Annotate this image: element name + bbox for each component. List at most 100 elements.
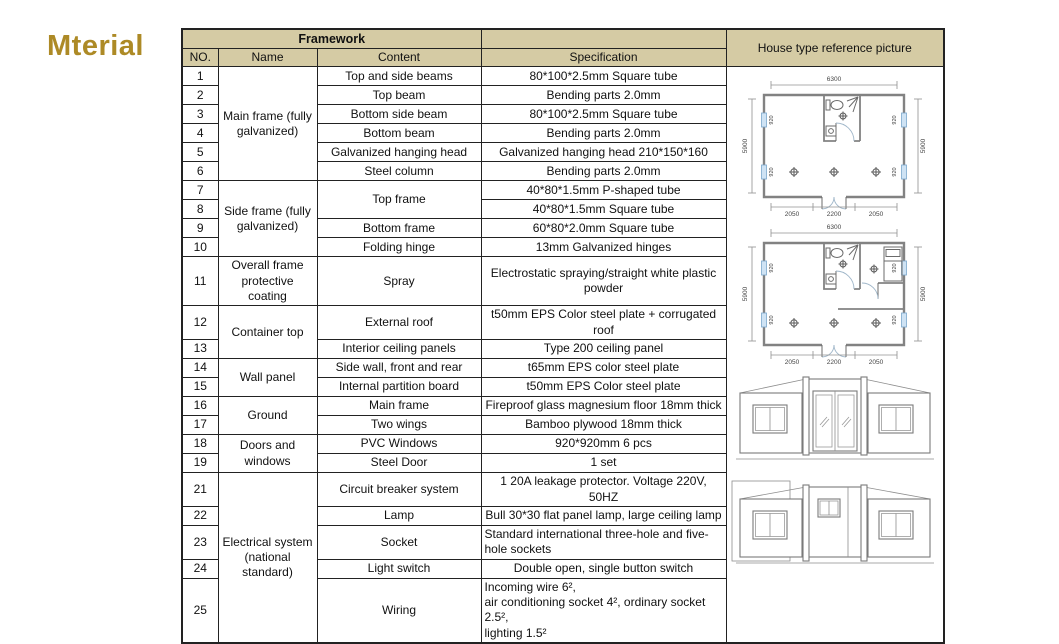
dimension-label: 5900 — [742, 139, 749, 154]
row-no: 4 — [181, 123, 219, 144]
shower-icon — [846, 96, 859, 113]
dimension-label: 2050 — [785, 359, 800, 365]
row-no: 13 — [181, 339, 219, 360]
spec-cell: Fireproof glass magnesium floor 18mm thi… — [480, 396, 727, 417]
row-no: 9 — [181, 218, 219, 239]
content-cell: Bottom side beam — [316, 104, 482, 125]
row-no: 16 — [181, 396, 219, 417]
window-marker: 920 920 920 920 — [760, 112, 907, 180]
content-cell: Spray — [316, 256, 482, 307]
spec-table: Framework House type reference picture N… — [181, 28, 945, 644]
col-header-no: NO. — [181, 47, 219, 68]
content-cell: Light switch — [316, 558, 482, 579]
lamp-symbol — [838, 259, 848, 269]
content-cell: External roof — [316, 305, 482, 341]
col-header-spec: Specification — [480, 47, 727, 68]
spec-cell: t50mm EPS Color steel plate — [480, 377, 727, 398]
row-no: 11 — [181, 256, 219, 307]
table-row: 2 Top beam Bending parts 2.0mm — [181, 85, 944, 106]
spec-cell: 920*920mm 6 pcs — [480, 434, 727, 455]
spec-cell: Standard international three-hole and fi… — [480, 524, 727, 560]
lamp-symbol — [870, 318, 881, 329]
reference-header: House type reference picture — [725, 28, 945, 68]
content-cell: Internal partition board — [316, 377, 482, 398]
row-no: 19 — [181, 453, 219, 474]
spec-cell: t50mm EPS Color steel plate + corrugated… — [480, 305, 727, 341]
double-glass-door — [812, 390, 858, 452]
spec-cell: 40*80*1.5mm P-shaped tube — [480, 180, 727, 201]
spec-cell: Bending parts 2.0mm — [480, 161, 727, 182]
dimension-label: 2050 — [869, 359, 884, 365]
lamp-symbol — [838, 111, 848, 121]
corner-post — [802, 376, 810, 456]
row-no: 12 — [181, 305, 219, 341]
content-cell: Bottom frame — [316, 218, 482, 239]
content-cell: Folding hinge — [316, 237, 482, 258]
dimension-label: 2200 — [827, 211, 842, 217]
row-no: 5 — [181, 142, 219, 163]
table-row: 7 Side frame (fully galvanized) Top frame 4… — [181, 180, 944, 258]
row-no: 6 — [181, 161, 219, 182]
content-cell: Interior ceiling panels — [316, 339, 482, 360]
dimension-label: 5900 — [742, 287, 749, 302]
content-cell: Steel Door — [316, 453, 482, 474]
table-row: 17 Two wings Bamboo plywood 18mm thick — [181, 415, 944, 436]
table-row: 22 Lamp Bull 30*30 flat panel lamp, large … — [181, 505, 944, 526]
group-name-cell: Container top — [217, 305, 318, 360]
svg-text:920: 920 — [892, 116, 898, 125]
group-name-cell: Wall panel — [217, 358, 318, 398]
center-window — [817, 498, 841, 518]
rear-elevation — [731, 480, 934, 564]
front-elevation — [735, 376, 934, 460]
bed-icon — [883, 246, 903, 282]
group-name-cell: Side frame (fully galvanized) — [217, 180, 318, 258]
svg-text:920: 920 — [892, 168, 898, 177]
row-no: 23 — [181, 524, 219, 560]
spec-cell: 13mm Galvanized hinges — [480, 237, 727, 258]
corner-post — [860, 376, 868, 456]
spec-table-wrap: Framework House type reference picture N… — [181, 28, 945, 644]
row-no: 21 — [181, 472, 219, 507]
svg-text:920: 920 — [769, 168, 775, 177]
spec-cell: 80*100*2.5mm Square tube — [480, 104, 727, 125]
spec-cell: Type 200 ceiling panel — [480, 339, 727, 360]
spec-cell: Bending parts 2.0mm — [480, 123, 727, 144]
row-no: 3 — [181, 104, 219, 125]
group-name-cell: Electrical system (national standard) — [217, 472, 318, 644]
col-header-name: Name — [217, 47, 318, 68]
outer-walls — [762, 94, 905, 199]
content-cell: Top beam — [316, 85, 482, 106]
svg-text:920: 920 — [892, 264, 898, 273]
table-row: 19 Steel Door 1 set — [181, 453, 944, 474]
table-row: 10 Folding hinge 13mm Galvanized hinges — [181, 237, 944, 258]
floor-plan-2: 6300 5900 5900 — [742, 224, 927, 365]
row-no: 17 — [181, 415, 219, 436]
wing-window — [752, 404, 788, 434]
lamp-symbol — [788, 167, 799, 178]
toilet-icon — [825, 99, 844, 111]
bathroom — [822, 95, 861, 143]
lamp-symbol — [869, 264, 879, 274]
table-row: 4 Bottom beam Bending parts 2.0mm — [181, 123, 944, 144]
dimension-label: 2200 — [827, 359, 842, 365]
row-no: 8 — [181, 199, 219, 220]
row-no: 2 — [181, 85, 219, 106]
spec-cell: Bamboo plywood 18mm thick — [480, 415, 727, 436]
spec-cell: Bending parts 2.0mm — [480, 85, 727, 106]
content-cell: Top frame — [316, 180, 482, 220]
spec-cell: 60*80*2.0mm Square tube — [480, 218, 727, 239]
spec-cell: Incoming wire 6², air conditioning socke… — [480, 577, 727, 644]
table-row: 21 Electrical system (national standard) C… — [181, 472, 944, 644]
table-row: 3 Bottom side beam 80*100*2.5mm Square tub… — [181, 104, 944, 125]
wing-window — [752, 510, 788, 540]
bathroom — [822, 243, 861, 291]
row-no: 10 — [181, 237, 219, 258]
floor-plan-1: 6300 5900 5900 — [742, 76, 927, 217]
table-row: 24 Light switch Double open, single button… — [181, 558, 944, 579]
dimension-label: 6300 — [827, 224, 842, 231]
row-no: 1 — [181, 66, 219, 87]
table-row: 16 Ground Main frame Fireproof glass magnes… — [181, 396, 944, 436]
content-cell: Socket — [316, 524, 482, 560]
spec-cell: 1 20A leakage protector. Voltage 220V, 5… — [480, 472, 727, 507]
framework-header: Framework — [181, 28, 482, 49]
